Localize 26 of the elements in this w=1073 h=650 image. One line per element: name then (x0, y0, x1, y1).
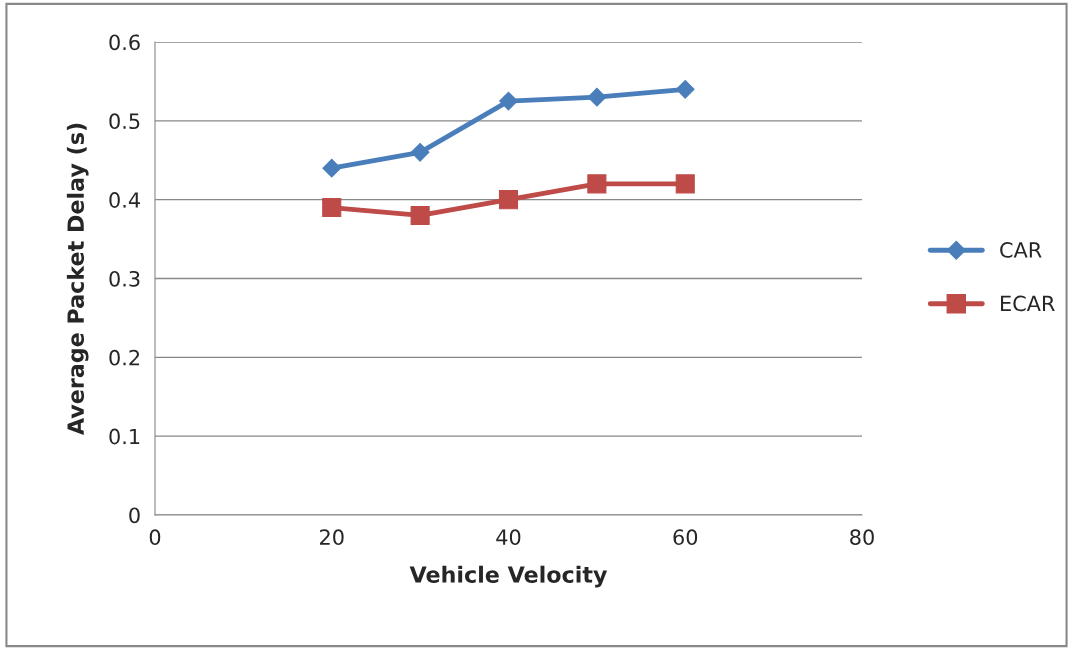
point (675, 174, 695, 194)
x-tick-label: 20 (320, 529, 344, 546)
x-tick-label: 40 (496, 529, 521, 546)
point (410, 143, 430, 162)
y-tick-label: 0.2 (109, 349, 140, 366)
y-tick-label: 0.1 (109, 428, 140, 445)
x-tick-label: 0 (149, 529, 161, 546)
point (322, 158, 342, 178)
legend-label: CAR (1000, 242, 1042, 258)
legend-label: ECAR (1001, 295, 1055, 312)
point (587, 87, 607, 107)
y-tick-label: 0.4 (109, 192, 140, 208)
point (410, 205, 430, 225)
x-tick-label: 80 (850, 529, 874, 546)
x-axis-title: Vehicle Velocity (409, 565, 608, 588)
point (675, 79, 695, 99)
x-tick-label: 60 (673, 529, 698, 546)
y-tick-label: 0.3 (109, 270, 140, 287)
point (499, 91, 518, 111)
y-tick-label: 0.6 (109, 34, 140, 51)
point (498, 190, 519, 210)
point (587, 174, 607, 194)
point (322, 198, 342, 218)
y-tick-label: 0.5 (109, 113, 140, 130)
y-tick-label: 0 (129, 507, 140, 524)
y-axis-title: Average Packet Delay (s) (66, 123, 89, 436)
